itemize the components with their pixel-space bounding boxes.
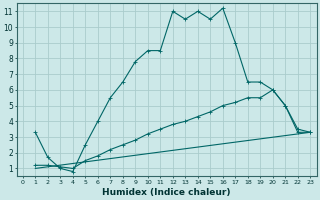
- X-axis label: Humidex (Indice chaleur): Humidex (Indice chaleur): [102, 188, 231, 197]
